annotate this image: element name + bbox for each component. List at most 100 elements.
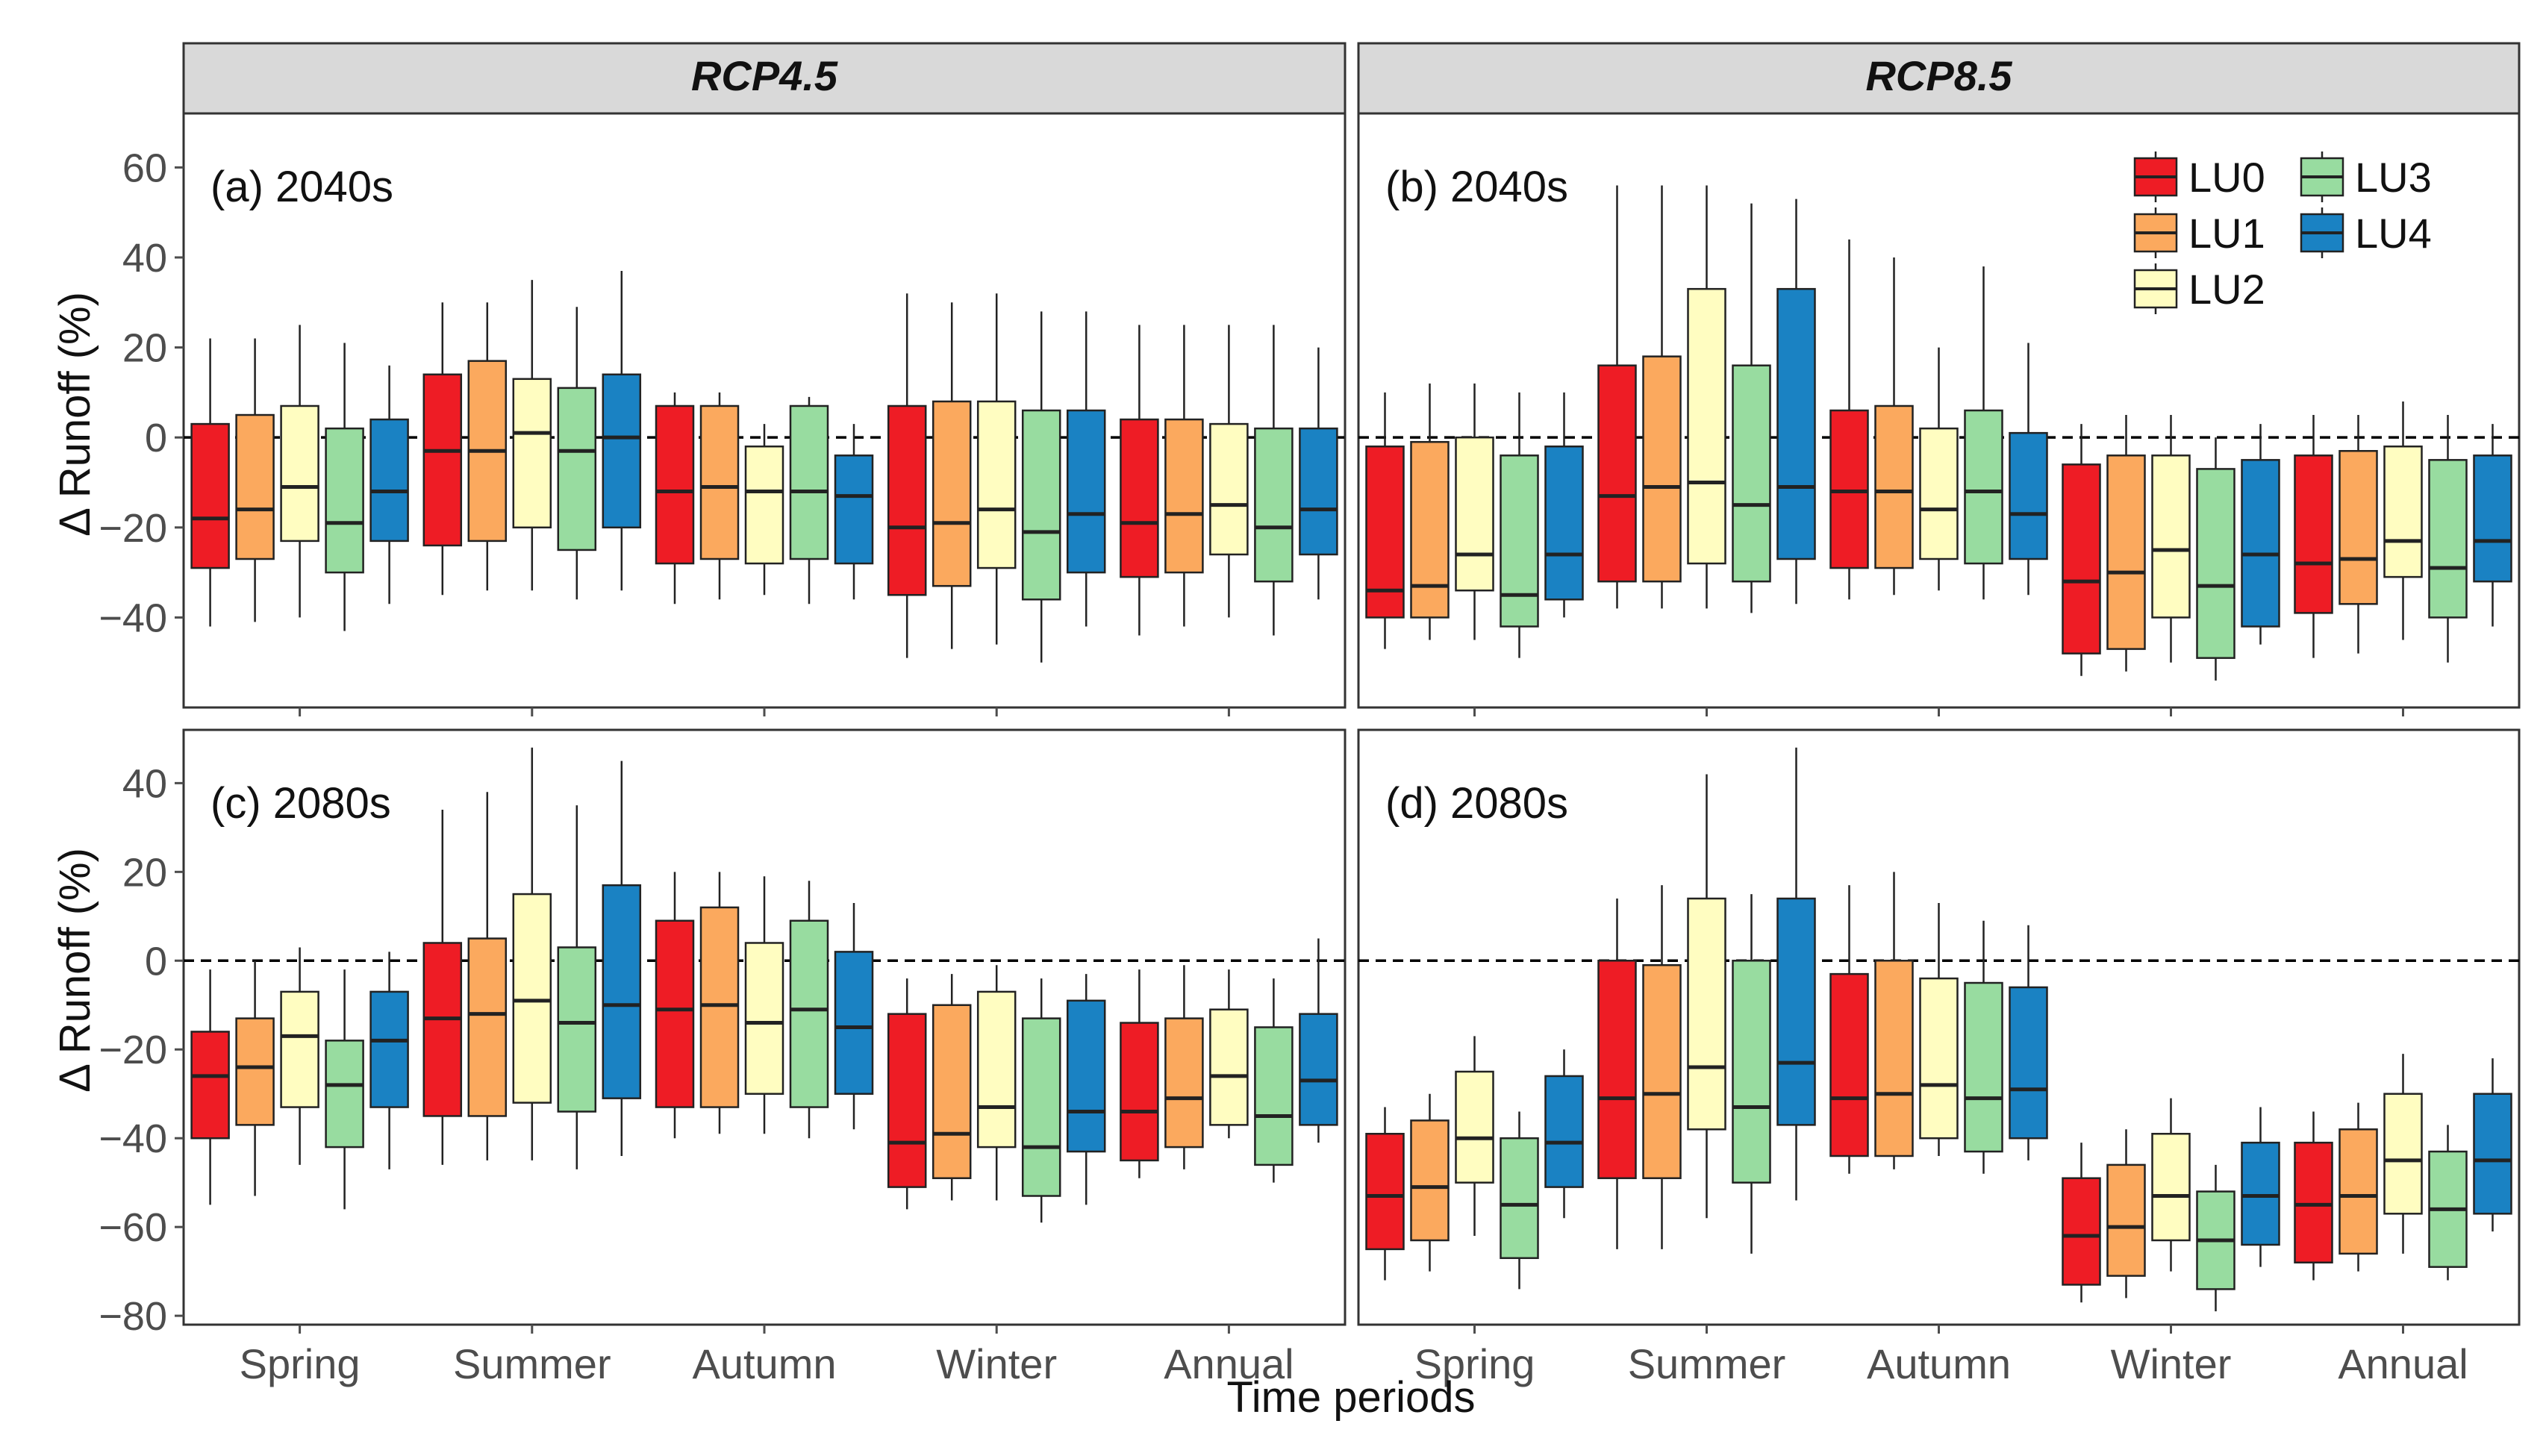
- y-tick-label: −20: [99, 1028, 167, 1072]
- legend-entry-lu0: LU0: [2133, 151, 2265, 202]
- box-winter-lu2: [976, 965, 1017, 1201]
- box-annual-lu0: [2294, 1111, 2333, 1281]
- facet-panels: RCP4.5 −40 −20 0 20 40 60 (a) 2040s RCP8.5 (b) 20…: [99, 42, 2521, 1387]
- box: [1164, 418, 1204, 574]
- legend-entry-lu3: LU3: [2300, 151, 2432, 202]
- box-autumn-lu2: [1919, 347, 1959, 591]
- box: [602, 373, 642, 529]
- box: [325, 1040, 364, 1149]
- box: [2294, 1141, 2333, 1263]
- box: [2428, 459, 2468, 619]
- box: [1732, 960, 1771, 1184]
- box: [1209, 1008, 1249, 1126]
- box-winter-lu0: [2062, 1143, 2101, 1303]
- box: [1120, 418, 1159, 578]
- box-winter-lu3: [2196, 437, 2235, 681]
- box-annual-lu4: [1299, 938, 1338, 1143]
- panel-title: (a) 2040s: [210, 163, 393, 211]
- box-summer-lu1: [467, 302, 508, 591]
- box-winter-lu3: [1021, 978, 1061, 1223]
- legend-entry-lu2: LU2: [2133, 263, 2265, 314]
- box: [1120, 1022, 1159, 1162]
- panel-title: (b) 2040s: [1385, 163, 1568, 211]
- x-tick-label: Autumn: [693, 1340, 837, 1387]
- x-tick-label: Annual: [1164, 1340, 1294, 1387]
- box-spring-lu0: [1365, 392, 1405, 649]
- box-annual-lu1: [2338, 415, 2378, 654]
- box-autumn-lu0: [655, 872, 695, 1139]
- box: [976, 400, 1017, 569]
- box: [1410, 1119, 1450, 1242]
- box: [1964, 409, 2003, 565]
- box: [1642, 963, 1682, 1179]
- box: [887, 404, 927, 596]
- y-tick-label: −20: [99, 506, 167, 551]
- panel-2: −80 −60 −40 −20 0 20 40 (c) 2080s Spring Summer Au…: [99, 728, 1347, 1387]
- box-winter-lu3: [2196, 1164, 2235, 1312]
- box-autumn-lu3: [789, 881, 829, 1139]
- box-annual-lu3: [2428, 415, 2468, 663]
- box-autumn-lu0: [655, 392, 695, 604]
- box-spring-lu1: [235, 960, 275, 1196]
- box: [887, 1013, 927, 1188]
- box: [1066, 999, 1106, 1153]
- box-winter-lu2: [976, 293, 1017, 645]
- box-summer-lu0: [422, 302, 463, 596]
- facet-strip: [182, 42, 1347, 115]
- box: [2009, 431, 2048, 560]
- box-winter-lu1: [932, 302, 972, 649]
- x-tick-label: Summer: [1628, 1340, 1786, 1387]
- box-spring-lu2: [1455, 1036, 1494, 1237]
- box: [1066, 409, 1106, 574]
- box-autumn-lu1: [1874, 257, 1914, 596]
- x-tick-label: Spring: [1414, 1340, 1535, 1387]
- box: [976, 990, 1017, 1149]
- box-spring-lu0: [190, 969, 230, 1205]
- box: [1964, 981, 2003, 1153]
- box-autumn-lu1: [699, 872, 740, 1134]
- box-summer-lu2: [1687, 185, 1726, 609]
- box: [1209, 422, 1249, 556]
- box-summer-lu0: [1597, 899, 1637, 1249]
- box: [1642, 355, 1682, 583]
- box: [789, 404, 829, 560]
- box-annual-lu4: [2473, 1058, 2512, 1232]
- y-axis-label-bottom-row: Δ Runoff (%): [51, 848, 99, 1093]
- box-annual-lu1: [1164, 965, 1204, 1169]
- box: [602, 884, 642, 1099]
- facet-strip-label: RCP4.5: [691, 52, 838, 99]
- box: [325, 427, 364, 574]
- box-spring-lu1: [1410, 1093, 1450, 1272]
- box-spring-lu0: [1365, 1107, 1405, 1281]
- box: [2241, 1141, 2280, 1246]
- box: [1365, 1132, 1405, 1251]
- y-axis-label-top-row: Δ Runoff (%): [51, 292, 99, 537]
- box-winter-lu4: [1066, 311, 1106, 627]
- box: [2338, 450, 2378, 605]
- legend-entry-lu1: LU1: [2133, 207, 2265, 258]
- box-spring-lu4: [1544, 392, 1584, 618]
- y-tick-label: 20: [122, 850, 167, 895]
- box-winter-lu4: [2241, 1107, 2280, 1267]
- box: [2473, 1093, 2512, 1215]
- y-tick-label: 40: [122, 761, 167, 806]
- box-annual-lu4: [1299, 347, 1338, 600]
- box-winter-lu1: [2106, 415, 2146, 672]
- box-summer-lu2: [512, 280, 552, 591]
- box: [2062, 463, 2101, 654]
- legend-label: LU4: [2355, 210, 2432, 257]
- box-summer-lu1: [467, 792, 508, 1160]
- box: [1597, 364, 1637, 583]
- box-annual-lu0: [2294, 415, 2333, 658]
- box-annual-lu3: [2428, 1125, 2468, 1281]
- box-spring-lu3: [1500, 1111, 1539, 1290]
- box: [1254, 1026, 1294, 1166]
- facet-strip-label: RCP8.5: [1865, 52, 2012, 99]
- box: [744, 942, 784, 1095]
- box-winter-lu2: [2151, 1098, 2191, 1272]
- box-winter-lu0: [887, 978, 927, 1210]
- legend-label: LU0: [2188, 154, 2265, 201]
- y-tick-label: −40: [99, 1116, 167, 1161]
- box: [2338, 1128, 2378, 1255]
- legend-label: LU3: [2355, 154, 2432, 201]
